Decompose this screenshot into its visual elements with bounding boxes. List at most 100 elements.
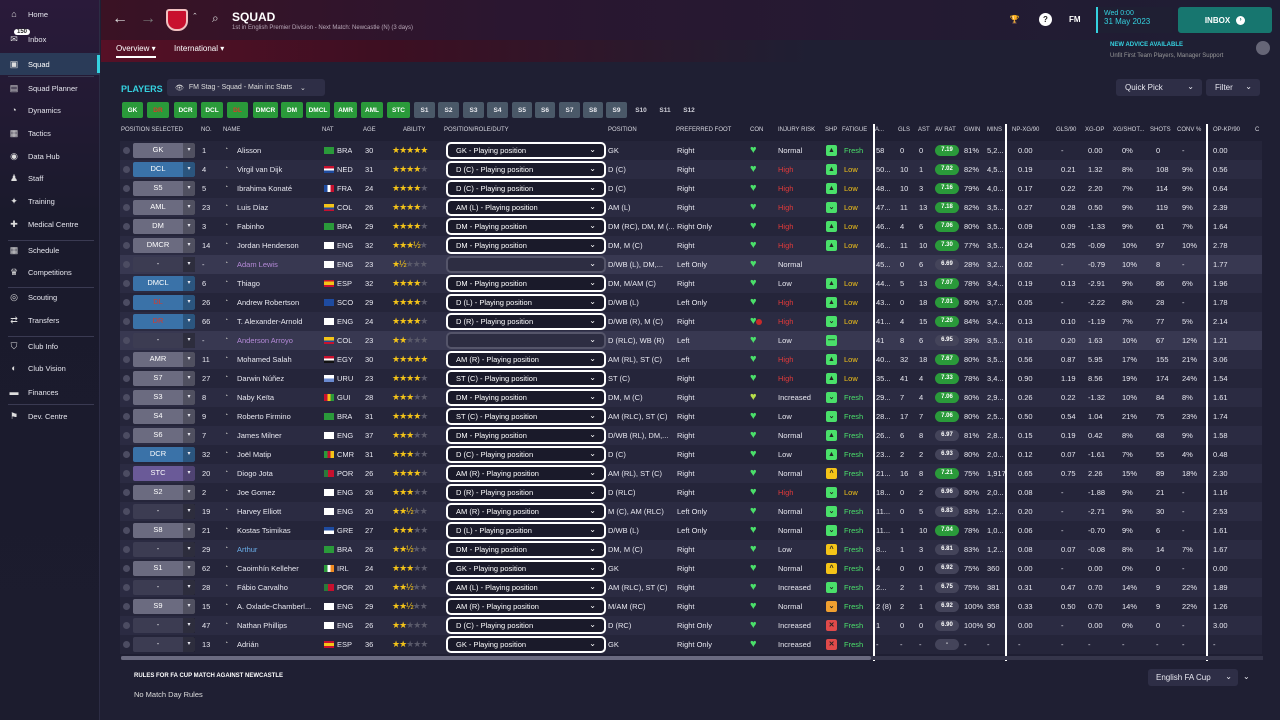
role-duty-dropdown[interactable]: D (L) - Playing position ⌄ (446, 294, 606, 311)
column-header-gls-90[interactable]: GLS/90 (1056, 127, 1077, 133)
sidebar-item-schedule[interactable]: ▦ Schedule (0, 239, 100, 261)
position-selector[interactable]: DM ▾ (133, 219, 195, 234)
player-name[interactable]: Arthur (237, 545, 258, 554)
table-row[interactable]: - ▾ - ◔ Adam Lewis ENG 23 ★½★★★ ⌄ D/WB (L), DM,..… (120, 255, 1262, 274)
position-selector[interactable]: S6 ▾ (133, 428, 195, 443)
position-selector[interactable]: STC ▾ (133, 466, 195, 481)
tab-international[interactable]: International ▾ (174, 44, 225, 53)
table-row[interactable]: DCL ▾ 4 ◔ Virgil van Dijk NED 31 ★★★★★ D (C) - P… (120, 160, 1262, 179)
table-row[interactable]: - ▾ - ◔ Anderson Arroyo COL 23 ★★★★★ ⌄ D (RLC), W… (120, 331, 1262, 350)
position-chip-dm[interactable]: DM (281, 102, 303, 118)
column-header-a-[interactable]: A... (875, 127, 885, 133)
player-name[interactable]: Roberto Firmino (237, 412, 291, 421)
position-selector[interactable]: - ▾ (133, 580, 195, 595)
player-name[interactable]: Luis Díaz (237, 203, 269, 212)
role-duty-dropdown[interactable]: DM - Playing position ⌄ (446, 427, 606, 444)
table-row[interactable]: S2 ▾ 2 ◔ Joe Gomez ENG 26 ★★★★★ D (R) - Playing … (120, 483, 1262, 502)
sidebar-item-tactics[interactable]: ▦ Tactics (0, 122, 100, 144)
player-name[interactable]: Thiago (237, 279, 260, 288)
position-chip-s6[interactable]: S6 (535, 102, 555, 118)
column-header-c[interactable]: C (1255, 127, 1260, 133)
role-duty-dropdown[interactable]: AM (R) - Playing position ⌄ (446, 598, 606, 615)
position-chip-s7[interactable]: S7 (559, 102, 580, 118)
table-row[interactable]: GK ▾ 1 ◔ Alisson BRA 30 ★★★★★ GK - Playing posit… (120, 141, 1262, 160)
position-chip-s8[interactable]: S8 (583, 102, 603, 118)
sidebar-item-data-hub[interactable]: ◉ Data Hub (0, 145, 100, 167)
select-dot[interactable] (123, 603, 130, 610)
sidebar-item-staff[interactable]: ♟ Staff (0, 167, 100, 189)
player-name[interactable]: Fabinho (237, 222, 265, 231)
forward-arrow-icon[interactable]: → (140, 10, 156, 27)
position-selector[interactable]: DMCR ▾ (133, 238, 195, 253)
position-chip-stc[interactable]: STC (387, 102, 410, 118)
position-selector[interactable]: - ▾ (133, 618, 195, 633)
table-row[interactable]: - ▾ 28 ◔ Fábio Carvalho POR 20 ★★½★★ AM (L) - Pl… (120, 578, 1262, 597)
table-row[interactable]: DM ▾ 3 ◔ Fabinho BRA 29 ★★★★★ DM - Playing posit… (120, 217, 1262, 236)
sidebar-item-home[interactable]: ⌂ Home (0, 3, 100, 25)
sidebar-item-medical-centre[interactable]: ✚ Medical Centre (0, 213, 100, 235)
sidebar-item-training[interactable]: ✦ Training (0, 190, 100, 212)
advice-panel[interactable]: NEW ADVICE AVAILABLE Unfit First Team Pl… (1110, 40, 1280, 64)
date-display[interactable]: Wed 0:00 31 May 2023 (1096, 7, 1172, 33)
role-duty-dropdown[interactable]: D (R) - Playing position ⌄ (446, 484, 606, 501)
select-dot[interactable] (123, 489, 130, 496)
role-duty-dropdown[interactable]: D (C) - Playing position ⌄ (446, 617, 606, 634)
role-duty-dropdown[interactable]: DM - Playing position ⌄ (446, 389, 606, 406)
position-selector[interactable]: DR ▾ (133, 314, 195, 329)
trophy-icon[interactable]: 🏆 (1009, 15, 1020, 24)
table-row[interactable]: - ▾ 13 ◔ Adrián ESP 36 ★★★★★ GK - Playing positi… (120, 635, 1262, 654)
column-header-xg-shot-[interactable]: XG/SHOT... (1113, 127, 1145, 133)
select-dot[interactable] (123, 166, 130, 173)
sidebar-item-inbox[interactable]: ✉ 150 Inbox (0, 28, 100, 50)
table-row[interactable]: S9 ▾ 15 ◔ A. Oxlade-Chamberl... ENG 29 ★★½★★ AM … (120, 597, 1262, 616)
position-selector[interactable]: - ▾ (133, 504, 195, 519)
column-header-ast[interactable]: AST (918, 127, 930, 133)
role-duty-dropdown[interactable]: AM (L) - Playing position ⌄ (446, 199, 606, 216)
select-dot[interactable] (123, 546, 130, 553)
position-chip-dl[interactable]: DL (227, 102, 248, 118)
player-name[interactable]: Virgil van Dijk (237, 165, 283, 174)
position-selector[interactable]: DL ▾ (133, 295, 195, 310)
select-dot[interactable] (123, 394, 130, 401)
role-duty-dropdown[interactable]: AM (L) - Playing position ⌄ (446, 579, 606, 596)
column-header-gwin[interactable]: GWIN (964, 127, 981, 133)
column-header-op-kp-90[interactable]: OP-KP/90 (1213, 127, 1241, 133)
position-chip-gk[interactable]: GK (122, 102, 143, 118)
table-row[interactable]: S6 ▾ 7 ◔ James Milner ENG 37 ★★★★★ DM - Playing … (120, 426, 1262, 445)
table-row[interactable]: AMR ▾ 11 ◔ Mohamed Salah EGY 30 ★★★★★ AM (R) - P… (120, 350, 1262, 369)
role-duty-dropdown[interactable]: ⌄ (446, 332, 606, 349)
manager-avatar[interactable] (1256, 41, 1270, 55)
search-icon[interactable]: ⌕ (212, 11, 219, 25)
position-selector[interactable]: - ▾ (133, 333, 195, 348)
column-header-injury-risk[interactable]: INJURY RISK (778, 127, 816, 133)
role-duty-dropdown[interactable]: DM - Playing position ⌄ (446, 275, 606, 292)
sidebar-item-squad[interactable]: ▣ Squad (0, 53, 100, 75)
role-duty-dropdown[interactable]: AM (R) - Playing position ⌄ (446, 503, 606, 520)
fm-menu[interactable]: FM (1069, 15, 1081, 24)
position-selector[interactable]: S4 ▾ (133, 409, 195, 424)
column-header-position[interactable]: POSITION (608, 127, 637, 133)
role-duty-dropdown[interactable]: D (C) - Playing position ⌄ (446, 446, 606, 463)
select-dot[interactable] (123, 470, 130, 477)
player-name[interactable]: Fábio Carvalho (237, 583, 288, 592)
table-row[interactable]: S1 ▾ 62 ◔ Caoimhín Kelleher IRL 24 ★★★★★ GK - Pl… (120, 559, 1262, 578)
sidebar-item-squad-planner[interactable]: ▤ Squad Planner (0, 77, 100, 99)
position-selector[interactable]: DCR ▾ (133, 447, 195, 462)
club-crest[interactable] (166, 9, 188, 31)
column-header-av-rat[interactable]: AV RAT (935, 127, 956, 133)
expand-icon[interactable]: ⌄ (1243, 672, 1250, 681)
sidebar-item-competitions[interactable]: ♛ Competitions (0, 261, 100, 283)
chevron-updown-icon[interactable]: ⌃ (192, 13, 198, 20)
position-chip-s5[interactable]: S5 (512, 102, 532, 118)
select-dot[interactable] (123, 299, 130, 306)
position-chip-dr[interactable]: DR (147, 102, 169, 118)
select-dot[interactable] (123, 451, 130, 458)
player-name[interactable]: James Milner (237, 431, 282, 440)
table-row[interactable]: S3 ▾ 8 ◔ Naby Keïta GUI 28 ★★★★★ DM - Playing po… (120, 388, 1262, 407)
player-name[interactable]: Adam Lewis (237, 260, 278, 269)
column-header-no-[interactable]: NO. (201, 127, 212, 133)
select-dot[interactable] (123, 565, 130, 572)
player-name[interactable]: Naby Keïta (237, 393, 275, 402)
table-row[interactable]: S4 ▾ 9 ◔ Roberto Firmino BRA 31 ★★★★★ ST (C) - P… (120, 407, 1262, 426)
position-selector[interactable]: S8 ▾ (133, 523, 195, 538)
